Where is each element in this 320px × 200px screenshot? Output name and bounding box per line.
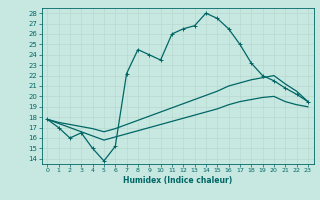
X-axis label: Humidex (Indice chaleur): Humidex (Indice chaleur) [123, 176, 232, 185]
